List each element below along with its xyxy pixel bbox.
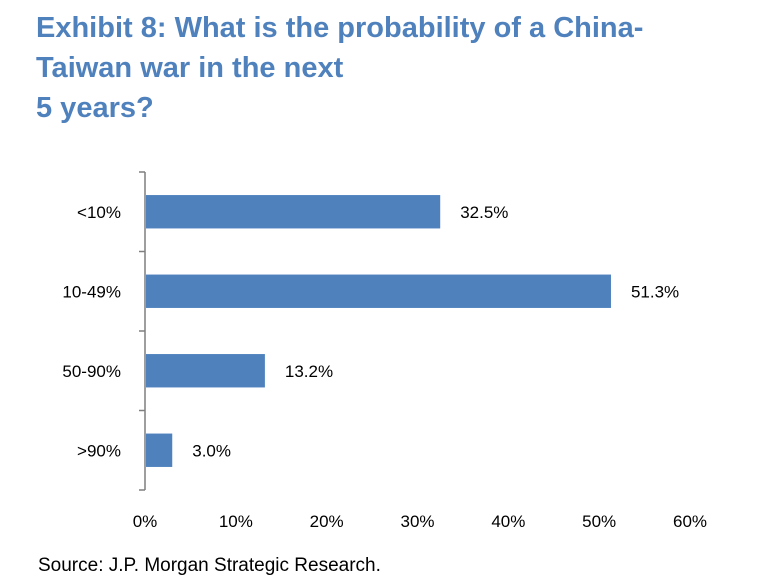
category-label: 50-90%: [62, 362, 121, 381]
chart-title-line-3: 5 years?: [36, 92, 154, 124]
bar: [146, 274, 611, 308]
bar-layer: [146, 195, 611, 467]
chart-title: Exhibit 8: What is the probability of a …: [36, 8, 756, 128]
x-tick-label: 40%: [491, 512, 525, 531]
data-label: 51.3%: [631, 282, 679, 301]
x-tick-label: 50%: [582, 512, 616, 531]
category-label: >90%: [77, 441, 121, 460]
x-tick-label: 0%: [133, 512, 158, 531]
chart-title-line-1: Exhibit 8: What is the probability of a …: [36, 12, 644, 44]
label-layer: <10% 32.5% 10-49% 51.3% 50-90% 13.2% >90% 3.0% 0…: [62, 203, 707, 531]
x-tick-label: 20%: [310, 512, 344, 531]
x-tick-label: 10%: [219, 512, 253, 531]
data-label: 3.0%: [192, 441, 231, 460]
axis-layer: [139, 171, 146, 491]
category-label: <10%: [77, 203, 121, 222]
bar: [146, 433, 173, 467]
data-label: 32.5%: [460, 203, 508, 222]
bar: [146, 195, 441, 229]
bar: [146, 354, 265, 388]
data-label: 13.2%: [285, 362, 333, 381]
chart-title-line-2: Taiwan war in the next: [36, 52, 344, 84]
x-tick-label: 60%: [673, 512, 707, 531]
category-label: 10-49%: [62, 282, 121, 301]
source-note: Source: J.P. Morgan Strategic Research.: [38, 555, 381, 576]
x-tick-label: 30%: [400, 512, 434, 531]
